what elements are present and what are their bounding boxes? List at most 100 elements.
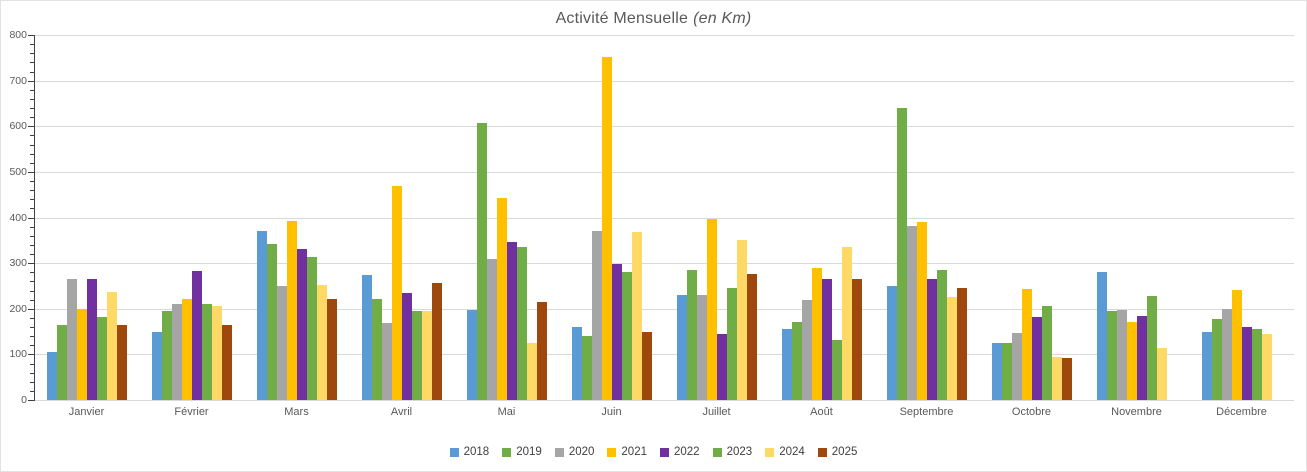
bar-2018-Septembre [886, 286, 897, 400]
bar-2023-Octobre [1041, 306, 1052, 400]
gridline-400 [34, 217, 1294, 219]
y-axis-label: 600 [9, 120, 27, 133]
bar-2024-Avril [421, 310, 432, 400]
legend-label: 2023 [726, 446, 753, 458]
bar-2018-Avril [361, 275, 372, 400]
bar-2023-Août [831, 340, 842, 400]
bar-2022-Juillet [716, 333, 727, 400]
bar-2021-Novembre [1126, 321, 1137, 400]
bar-2023-Septembre [936, 269, 947, 400]
bar-2020-Décembre [1221, 309, 1232, 400]
x-axis-label: Janvier [68, 406, 105, 418]
bar-2025-Mai [536, 301, 547, 400]
bar-2025-Octobre [1061, 358, 1072, 400]
y-minor-tick [30, 117, 34, 119]
y-axis-label: 0 [21, 394, 27, 406]
legend-item-2021: 2021 [607, 446, 647, 458]
bar-2018-Février [151, 331, 162, 400]
y-major-tick [28, 308, 34, 310]
x-axis-label: Juin [601, 406, 622, 418]
legend-item-2020: 2020 [554, 446, 594, 458]
legend-swatch-2020 [554, 447, 564, 457]
y-major-tick [28, 263, 34, 265]
y-minor-tick [30, 390, 34, 392]
bar-2018-Mai [466, 309, 477, 400]
bar-2018-Mars [256, 230, 267, 400]
y-minor-tick [30, 336, 34, 338]
y-minor-tick [30, 226, 34, 228]
bar-2019-Décembre [1211, 318, 1222, 400]
chart-title-text: Activité Mensuelle [555, 10, 689, 27]
y-minor-tick [30, 108, 34, 109]
legend: 2018 2019 2020 2021 2022 2023 2024 2025 [1, 442, 1306, 462]
bar-2019-Juillet [686, 269, 697, 400]
bar-2025-Août [851, 279, 862, 400]
chart-title: Activité Mensuelle (en Km) [1, 10, 1306, 28]
legend-item-2019: 2019 [502, 446, 542, 458]
bar-2022-Octobre [1031, 317, 1042, 400]
bar-2021-Janvier [76, 308, 87, 400]
bar-2025-Juillet [746, 274, 757, 400]
bar-2021-Février [181, 299, 192, 400]
bar-2020-Novembre [1116, 309, 1127, 400]
y-minor-tick [30, 135, 34, 137]
bar-2020-Mai [486, 259, 497, 400]
bar-2025-Janvier [116, 324, 127, 400]
bar-2024-Juin [631, 231, 642, 400]
bar-2021-Décembre [1231, 290, 1242, 400]
bar-2021-Juillet [706, 219, 717, 400]
y-minor-tick [30, 44, 34, 46]
legend-item-2023: 2023 [712, 446, 753, 458]
y-major-tick [28, 80, 34, 82]
bar-2020-Février [171, 304, 182, 400]
y-major-tick [28, 354, 34, 356]
y-major-tick [28, 171, 34, 173]
bar-2022-Février [191, 270, 202, 400]
bar-2020-Avril [381, 323, 392, 400]
bar-2020-Septembre [906, 225, 917, 400]
bar-2021-Juin [601, 57, 612, 400]
y-minor-tick [30, 244, 34, 246]
y-minor-tick [30, 381, 34, 383]
bar-2024-Octobre [1051, 357, 1062, 400]
y-axis-line [34, 35, 35, 401]
y-minor-tick [30, 181, 34, 182]
gridline-100 [34, 354, 1294, 356]
y-minor-tick [30, 208, 34, 210]
y-minor-tick [30, 345, 34, 347]
bar-2023-Novembre [1146, 295, 1157, 400]
y-minor-tick [30, 272, 34, 274]
bar-2023-Mars [306, 256, 317, 400]
bar-2020-Août [801, 299, 812, 400]
y-minor-tick [30, 98, 34, 100]
y-major-tick [28, 35, 34, 36]
y-minor-tick [30, 299, 34, 301]
y-minor-tick [30, 62, 34, 64]
bar-2024-Juillet [736, 239, 747, 400]
x-axis-label: Août [810, 406, 833, 418]
y-minor-tick [30, 290, 34, 292]
gridline-700 [34, 80, 1294, 82]
y-axis-label: 200 [9, 302, 27, 315]
bar-2021-Avril [391, 186, 402, 400]
bar-2019-Mars [266, 244, 277, 400]
y-minor-tick [30, 235, 34, 237]
chart-title-unit: (en Km) [693, 10, 752, 27]
bar-2021-Mai [496, 198, 507, 400]
bar-2025-Septembre [956, 287, 967, 400]
bar-2019-Octobre [1001, 342, 1012, 400]
x-axis-label: Mai [497, 406, 516, 418]
bar-2025-Avril [431, 283, 442, 400]
x-axis-label: Mars [284, 406, 309, 418]
bar-2024-Septembre [946, 296, 957, 400]
x-axis-label: Juillet [702, 406, 731, 418]
y-minor-tick [30, 144, 34, 146]
legend-swatch-2019 [502, 447, 512, 457]
bar-2020-Mars [276, 285, 287, 400]
y-minor-tick [30, 71, 34, 73]
bar-2023-Mai [516, 246, 527, 400]
y-minor-tick [30, 372, 34, 374]
legend-swatch-2025 [817, 447, 827, 457]
y-axis-label: 700 [9, 74, 27, 87]
